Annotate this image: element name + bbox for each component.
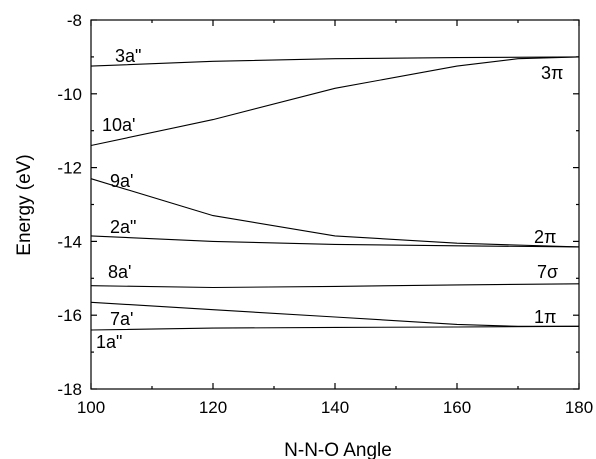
series-line-2 — [90, 178, 580, 248]
axes: 100 120 140 160 180 -18 -16 -14 -12 -10 -8 — [57, 11, 593, 417]
series-label-right: 3π — [541, 63, 563, 83]
x-tick-label: 100 — [77, 398, 105, 417]
y-tick-label: -16 — [57, 306, 82, 325]
series-label-right: 1π — [534, 307, 556, 327]
y-tick-label: -8 — [67, 11, 82, 30]
series-line-3 — [90, 235, 580, 248]
series-line-0 — [90, 56, 580, 67]
series-line-1 — [90, 56, 580, 147]
series-line-4 — [90, 283, 580, 289]
series-label-left: 2a" — [110, 217, 136, 237]
x-tick-label: 140 — [321, 398, 349, 417]
x-tick-label: 120 — [199, 398, 227, 417]
y-axis-title: Energy (eV) — [14, 154, 35, 255]
plot-frame — [90, 19, 580, 390]
y-tick-label: -10 — [57, 85, 82, 104]
series-label-left: 9a' — [110, 171, 133, 191]
y-tick-label: -14 — [57, 232, 82, 251]
series-label-left: 3a" — [115, 46, 141, 66]
y-tick-label: -12 — [57, 159, 82, 178]
series-label-left: 7a' — [110, 309, 133, 329]
series-label-left: 1a" — [96, 332, 122, 352]
series-label-right: 2π — [534, 227, 556, 247]
x-axis-title: N-N-O Angle — [284, 440, 392, 459]
series-line-5 — [90, 301, 579, 327]
series-line-6 — [90, 325, 580, 331]
x-tick-label: 160 — [443, 398, 471, 417]
y-tick-label: -18 — [57, 380, 82, 399]
series-label-left: 10a' — [102, 115, 135, 135]
series-layer — [90, 56, 580, 331]
series-label-right: 7σ — [537, 262, 558, 282]
x-tick-label: 180 — [565, 398, 593, 417]
labels-layer: 3a" 3π 10a' 9a' 2a" 2π 8a' 7σ 7a' 1π 1a" — [96, 46, 563, 352]
series-label-left: 8a' — [108, 262, 131, 282]
